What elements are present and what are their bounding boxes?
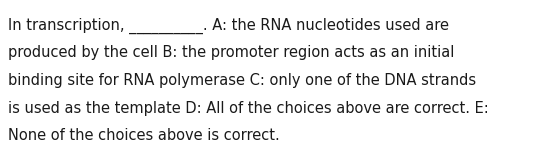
Text: binding site for RNA polymerase C: only one of the DNA strands: binding site for RNA polymerase C: only … — [8, 73, 477, 88]
Text: produced by the cell B: the promoter region acts as an initial: produced by the cell B: the promoter reg… — [8, 45, 455, 60]
Text: In transcription, __________. A: the RNA nucleotides used are: In transcription, __________. A: the RNA… — [8, 18, 449, 34]
Text: None of the choices above is correct.: None of the choices above is correct. — [8, 128, 280, 144]
Text: is used as the template D: All of the choices above are correct. E:: is used as the template D: All of the ch… — [8, 101, 489, 116]
